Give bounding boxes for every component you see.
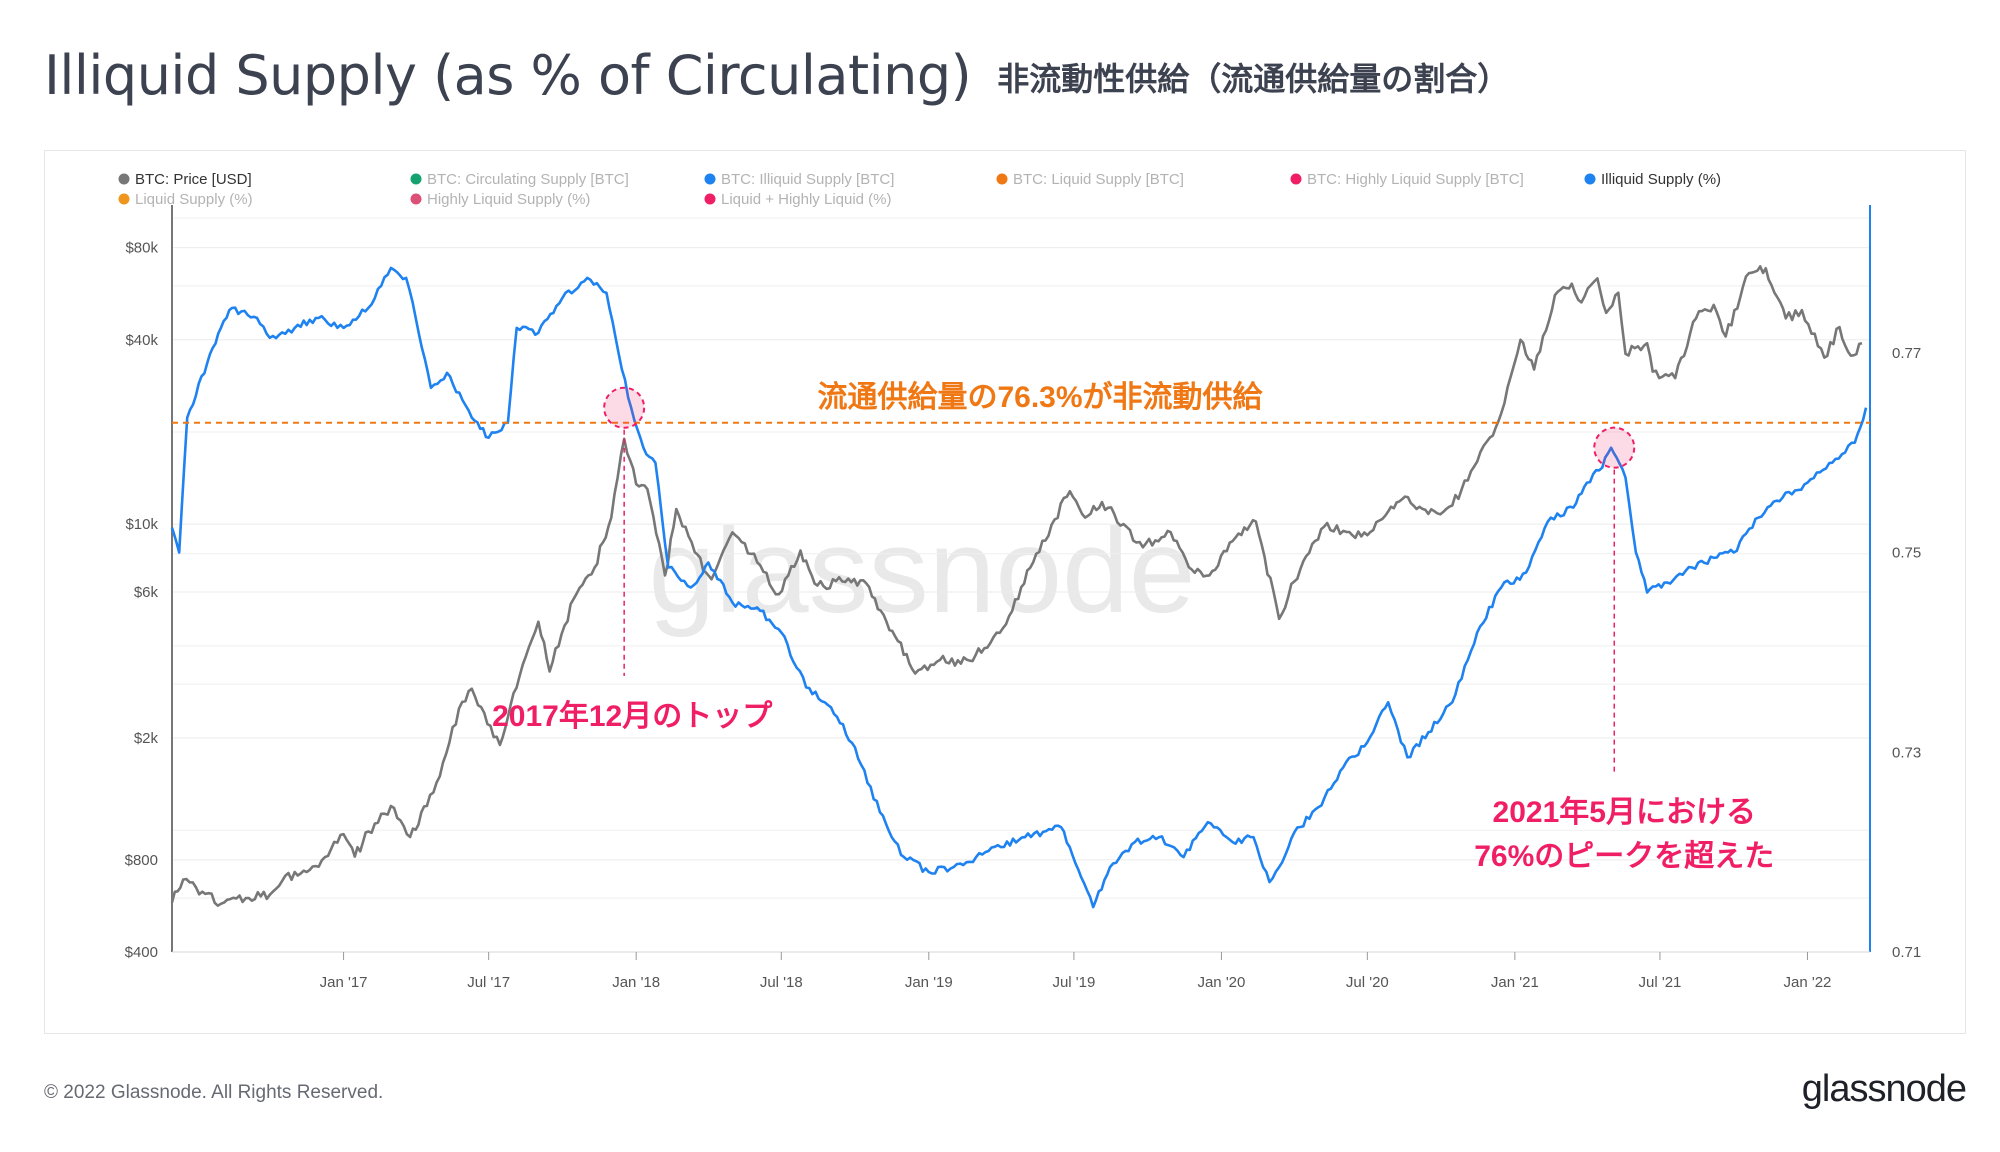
legend-label: BTC: Illiquid Supply [BTC] [721,171,894,188]
chart-subtitle: 非流動性供給（流通供給量の割合） [997,60,1510,98]
legend-marker [410,173,422,185]
y-left-tick-label: $10k [125,516,158,533]
x-tick-label: Jan '17 [320,974,368,991]
x-tick-label: Jan '19 [905,974,953,991]
chart-frame [44,150,1966,1034]
legend-label: Liquid Supply (%) [135,191,253,208]
legend-marker [118,173,130,185]
series-layer [170,265,1868,909]
footer-logo: glassnode [1801,1068,1967,1110]
x-tick-label: Jul '20 [1346,974,1389,991]
legend: BTC: Price [USD] BTC: Circulating Supply … [118,171,1721,208]
y-left-tick-label: $800 [125,852,158,869]
legend-label: Illiquid Supply (%) [1601,171,1721,188]
series-line-illiquid-supply-pct [170,266,1868,909]
legend-marker [410,193,422,205]
legend-label: BTC: Liquid Supply [BTC] [1013,171,1184,188]
x-tick-label: Jan '18 [612,974,660,991]
annotation-marker [603,386,646,429]
annotation-layer: 流通供給量の76.3%が非流動供給 2017年12月のトップ 2021年5月における… [172,380,1870,873]
axes: $80k $40k $10k $6k $2k $800 $400 0.77 0.75 0.73 0.… [125,205,1921,991]
x-tick-label: Jan '20 [1197,974,1245,991]
legend-label: BTC: Circulating Supply [BTC] [427,171,629,188]
x-tick-label: Jul '21 [1639,974,1682,991]
legend-label: Liquid + Highly Liquid (%) [721,191,892,208]
y-right-tick-label: 0.75 [1892,545,1921,562]
reference-line-label: 流通供給量の76.3%が非流動供給 [817,380,1263,414]
chart-watermark: glassnode [648,504,1195,638]
y-right-tick-label: 0.71 [1892,944,1921,961]
legend-marker [1584,173,1596,185]
x-tick-label: Jul '17 [467,974,510,991]
annotation-label-line: 76%のピークを超えた [1474,840,1774,873]
legend-marker [704,193,716,205]
y-right-tick-label: 0.73 [1892,744,1921,761]
chart-title: Illiquid Supply (as % of Circulating) [44,44,972,107]
legend-label: BTC: Highly Liquid Supply [BTC] [1307,171,1524,188]
legend-marker [704,173,716,185]
y-left-tick-label: $40k [125,332,158,349]
y-left-tick-label: $2k [134,730,159,747]
x-tick-label: Jan '22 [1784,974,1832,991]
annotation-marker [1593,426,1636,469]
legend-marker [118,193,130,205]
y-left-tick-label: $6k [134,584,159,601]
x-tick-label: Jul '19 [1052,974,1095,991]
page-title: Illiquid Supply (as % of Circulating) 非流動… [44,44,1509,107]
x-tick-label: Jan '21 [1491,974,1539,991]
x-tick-label: Jul '18 [760,974,803,991]
y-left-tick-label: $400 [125,944,158,961]
annotation-label: 2017年12月のトップ [492,700,773,733]
legend-label: Highly Liquid Supply (%) [427,191,590,208]
series-line-btc-price [170,265,1863,907]
y-right-tick-label: 0.77 [1892,345,1921,362]
legend-label: BTC: Price [USD] [135,171,252,188]
y-left-tick-label: $80k [125,240,158,257]
annotation-label-line: 2021年5月における [1493,796,1756,829]
copyright: © 2022 Glassnode. All Rights Reserved. [44,1082,384,1103]
legend-marker [1290,173,1302,185]
legend-marker [996,173,1008,185]
